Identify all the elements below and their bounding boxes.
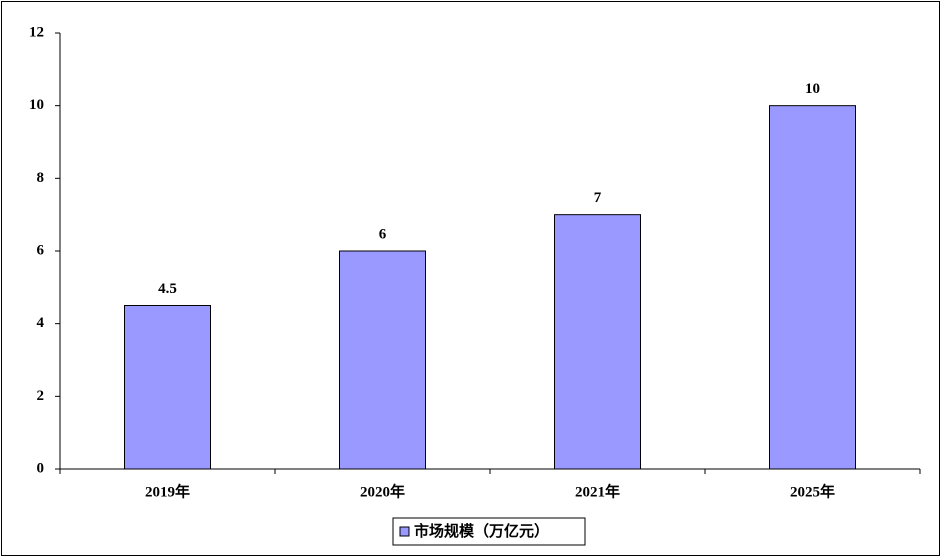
y-tick-label: 0	[37, 460, 45, 476]
x-tick-label: 2025年	[790, 482, 835, 500]
y-tick-label: 12	[29, 24, 44, 40]
legend-box	[392, 517, 586, 546]
x-tick-label: 2021年	[575, 482, 620, 500]
legend-label: 市场规模（万亿元）	[414, 522, 549, 540]
x-tick-label: 2020年	[360, 482, 405, 500]
x-tick-label: 2019年	[145, 482, 190, 500]
bar	[769, 105, 856, 470]
y-tick-label: 10	[29, 97, 44, 113]
legend-swatch	[399, 526, 410, 537]
bar	[554, 214, 641, 470]
y-tick-label: 8	[37, 170, 45, 186]
data-label: 6	[379, 226, 387, 242]
bar	[339, 250, 426, 470]
y-tick-label: 4	[37, 315, 45, 331]
bar	[124, 305, 211, 470]
y-tick-label: 2	[37, 388, 45, 404]
data-label: 10	[805, 81, 820, 97]
y-tick-label: 6	[37, 242, 45, 258]
data-label: 7	[594, 190, 602, 206]
data-label: 4.5	[158, 281, 177, 297]
